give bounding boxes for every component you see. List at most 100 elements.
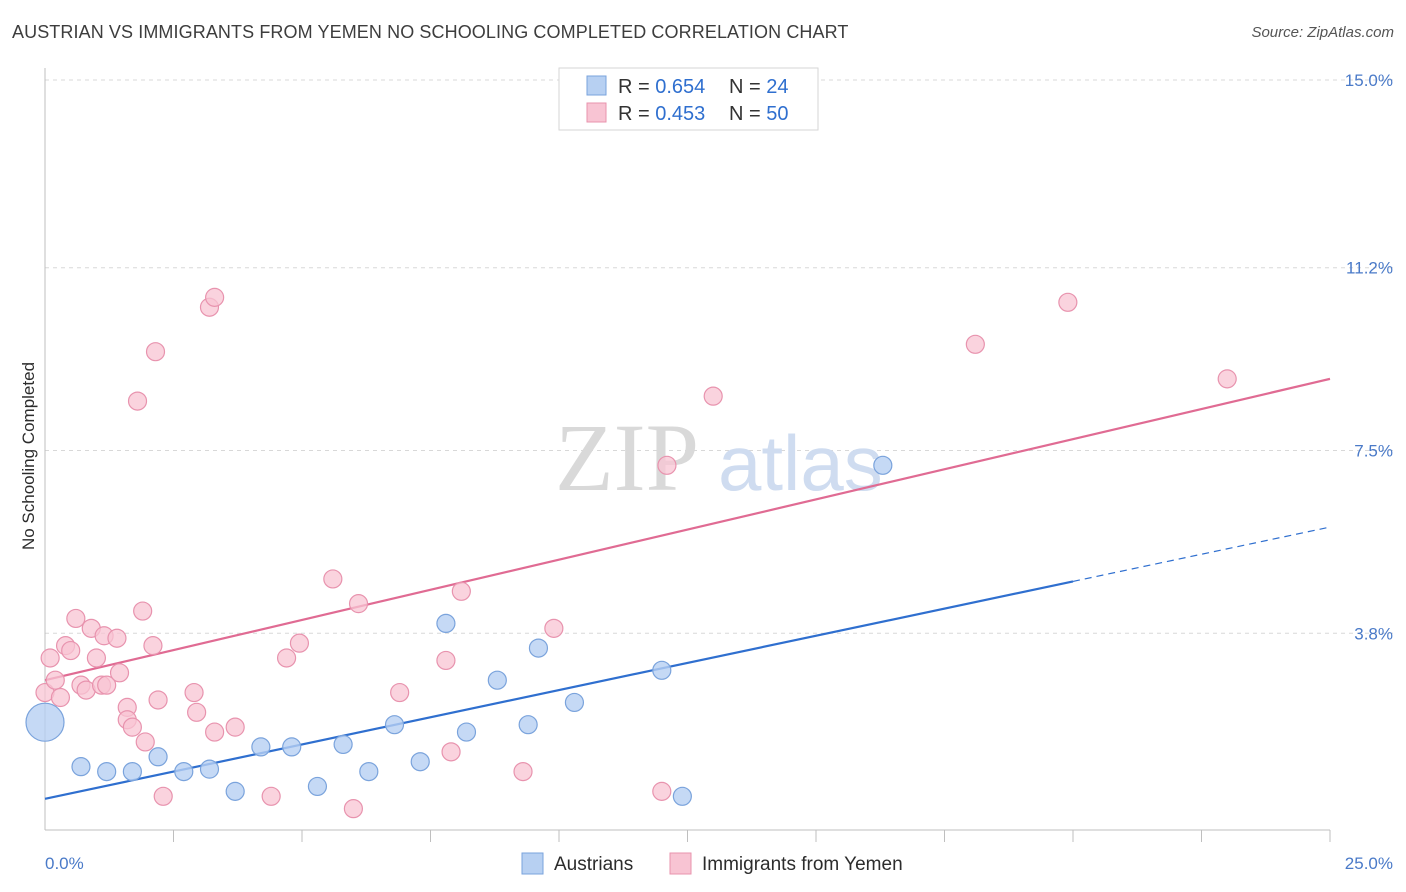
point-yemen (348, 594, 369, 614)
point-yemen (50, 687, 71, 708)
point-yemen (205, 287, 225, 307)
legend-r-value: 0.654 (655, 76, 705, 98)
point-austrians (384, 715, 405, 735)
point-austrians (148, 747, 168, 767)
y-tick-label: 7.5% (1354, 442, 1393, 461)
point-yemen (135, 732, 155, 752)
point-austrians (564, 692, 585, 713)
point-yemen (148, 690, 168, 710)
svg-text:R = 0.654: R = 0.654 (618, 76, 705, 98)
x-tick-label-min: 0.0% (45, 854, 84, 873)
point-yemen (225, 717, 245, 737)
point-yemen (133, 601, 153, 621)
svg-text:R = 0.453: R = 0.453 (618, 103, 705, 125)
point-yemen (153, 786, 173, 806)
series-legend-swatch-austrians (521, 852, 544, 875)
legend-n-label: N = (729, 103, 766, 125)
point-yemen (1058, 292, 1078, 312)
point-yemen (122, 717, 142, 737)
point-austrians (307, 776, 328, 797)
point-yemen (143, 636, 163, 656)
watermark: ZIP atlas (555, 404, 883, 511)
point-austrians (487, 670, 507, 690)
point-austrians (873, 455, 893, 475)
point-yemen (205, 722, 225, 742)
point-yemen (109, 663, 130, 683)
x-tick-labels: 0.0% 25.0% (45, 854, 1393, 873)
series-legend-swatch-yemen (669, 852, 692, 875)
point-austrians (359, 761, 379, 782)
legend-n-label: N = (729, 76, 766, 98)
svg-text:N = 24: N = 24 (729, 76, 789, 98)
point-yemen (390, 682, 410, 703)
point-yemen (544, 618, 564, 638)
x-ticks (173, 830, 1331, 842)
point-yemen (86, 648, 107, 668)
point-austrians (97, 761, 117, 782)
source-credit: Source: ZipAtlas.com (1251, 24, 1394, 41)
svg-text:N = 50: N = 50 (729, 103, 789, 125)
point-yemen (66, 608, 86, 629)
y-axis-title: No Schooling Completed (19, 362, 38, 550)
point-austrians (282, 737, 302, 757)
series-austrians (25, 455, 893, 806)
point-yemen (323, 569, 343, 589)
point-austrians (672, 786, 692, 806)
legend-r-label: R = (618, 76, 655, 98)
series-immigrants-from-yemen (35, 287, 1237, 819)
point-austrians (456, 722, 477, 742)
point-yemen (45, 670, 65, 690)
point-yemen (127, 391, 148, 411)
x-tick-label-max: 25.0% (1345, 854, 1393, 873)
point-yemen (261, 786, 281, 806)
point-yemen (965, 334, 985, 354)
point-austrians (333, 734, 353, 755)
point-austrians (410, 752, 430, 772)
y-tick-label: 11.2% (1346, 259, 1393, 278)
point-austrians (528, 638, 549, 658)
point-yemen (657, 455, 677, 475)
point-yemen (451, 581, 471, 601)
y-tick-label: 15.0% (1345, 71, 1393, 90)
y-tick-label: 3.8% (1354, 624, 1393, 643)
point-austrians (652, 660, 672, 680)
point-yemen (513, 761, 533, 782)
legend-n-value: 50 (766, 103, 788, 125)
legend-r-value: 0.453 (655, 103, 705, 125)
point-austrians (174, 761, 194, 782)
watermark-zip: ZIP (555, 404, 699, 511)
point-austrians (71, 757, 91, 777)
trend-line-austrians-extension (1072, 526, 1331, 582)
point-yemen (61, 640, 81, 661)
y-tick-labels: 3.8% 7.5% 11.2% 15.0% (1345, 71, 1393, 643)
chart-title: AUSTRIAN VS IMMIGRANTS FROM YEMEN NO SCH… (12, 22, 849, 42)
point-austrians (225, 781, 245, 801)
point-yemen (441, 742, 461, 762)
point-yemen (40, 648, 60, 668)
point-yemen (276, 648, 297, 668)
series-legend-label-yemen: Immigrants from Yemen (702, 854, 903, 875)
series-legend: Austrians Immigrants from Yemen (521, 852, 903, 875)
point-austrians (518, 715, 538, 735)
point-yemen (145, 342, 166, 362)
legend-n-value: 24 (766, 76, 788, 98)
legend-r-label: R = (618, 103, 655, 125)
watermark-atlas: atlas (718, 419, 883, 507)
point-yemen (436, 650, 456, 671)
point-austrians (199, 759, 220, 779)
point-austrians (251, 737, 271, 757)
point-yemen (343, 799, 363, 819)
point-yemen (107, 628, 127, 648)
gridlines (45, 79, 1393, 634)
trend-line-yemen (44, 377, 1331, 682)
series-legend-label-austrians: Austrians (554, 854, 633, 875)
point-austrians (25, 702, 65, 742)
point-austrians (122, 761, 142, 782)
point-yemen (703, 386, 723, 406)
legend-swatch-yemen (586, 102, 607, 123)
point-yemen (1217, 369, 1237, 389)
point-yemen (652, 781, 672, 801)
point-yemen (187, 702, 207, 722)
point-yemen (97, 675, 117, 695)
